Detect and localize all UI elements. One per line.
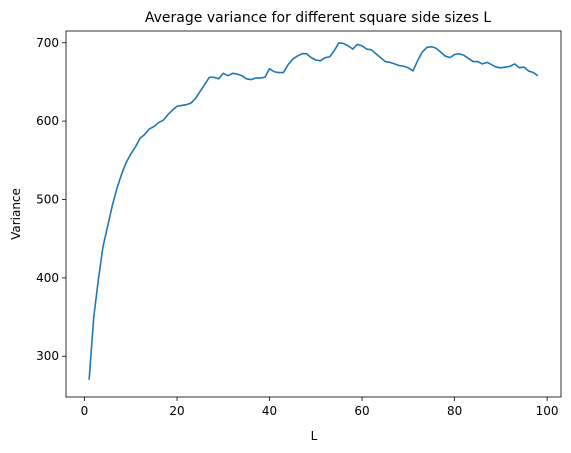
y-tick-label: 600	[36, 114, 59, 128]
x-axis-label: L	[311, 429, 318, 443]
x-tick-label: 80	[447, 404, 462, 418]
y-tick-label: 500	[36, 193, 59, 207]
x-tick-label: 0	[81, 404, 89, 418]
y-axis-label: Variance	[9, 188, 23, 240]
x-tick-label: 100	[536, 404, 559, 418]
series-line	[88, 41, 539, 380]
axes-frame	[65, 30, 562, 398]
x-tick-label: 60	[354, 404, 369, 418]
y-tick-label: 700	[36, 36, 59, 50]
x-tick-label: 20	[169, 404, 184, 418]
chart-title: Average variance for different square si…	[145, 10, 491, 26]
y-tick-label: 300	[36, 349, 59, 363]
x-tick-label: 40	[262, 404, 277, 418]
y-axis: 300 400 500 600 700	[36, 36, 66, 363]
y-tick-label: 400	[36, 271, 59, 285]
x-axis: 0 20 40 60 80 100	[81, 397, 559, 418]
plot-area	[88, 41, 539, 380]
